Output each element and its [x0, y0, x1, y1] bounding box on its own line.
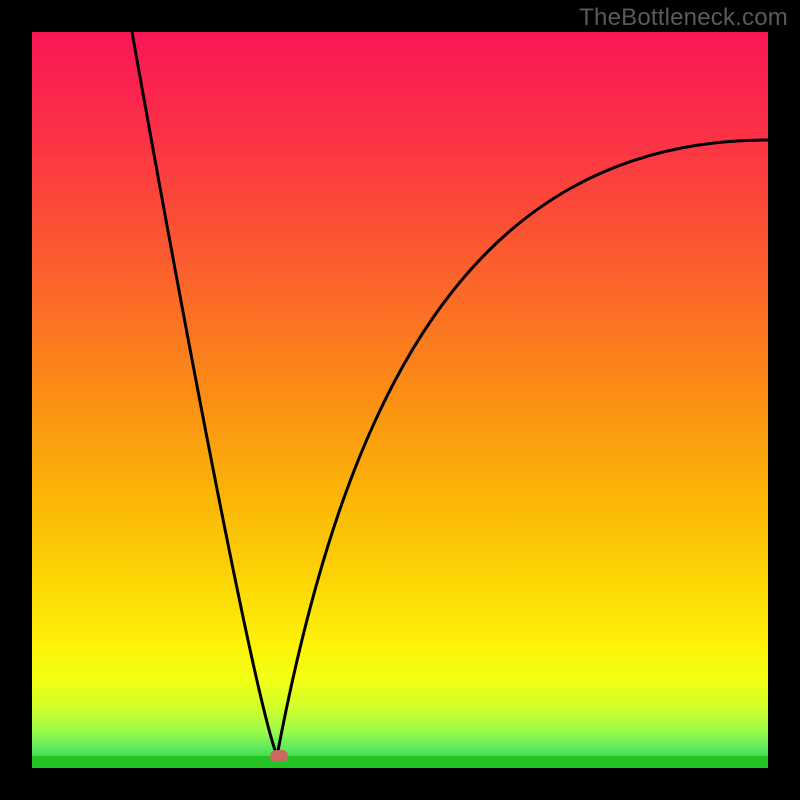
- watermark-text: TheBottleneck.com: [579, 4, 788, 32]
- curve-path: [132, 32, 768, 756]
- container: TheBottleneck.com: [0, 0, 800, 800]
- minimum-marker: [270, 750, 288, 762]
- bottleneck-curve: [32, 32, 768, 768]
- plot-area: [32, 32, 768, 768]
